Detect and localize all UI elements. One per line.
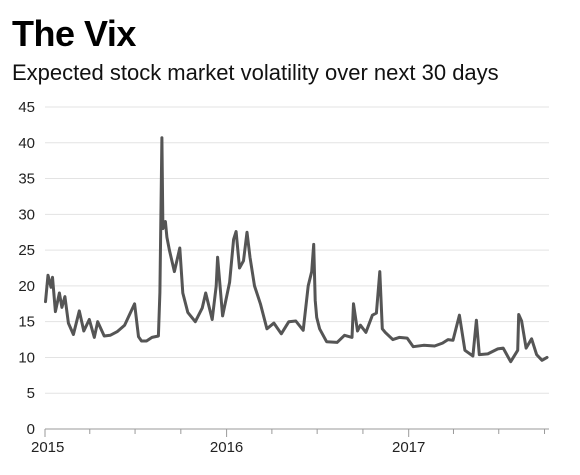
y-tick-label: 0 [27, 421, 35, 438]
y-tick-label: 5 [27, 385, 35, 402]
x-tick-label: 2017 [392, 439, 425, 456]
y-tick-label: 20 [18, 278, 35, 295]
y-axis-ticks: 0 5 10 15 20 25 30 35 40 45 [18, 99, 35, 438]
y-tick-label: 35 [18, 171, 35, 188]
y-tick-label: 40 [18, 135, 35, 152]
x-tick-label: 2015 [31, 439, 64, 456]
chart-title: The Vix [12, 13, 136, 54]
y-tick-label: 15 [18, 314, 35, 331]
x-axis: 2015 2016 2017 [31, 428, 549, 456]
y-tick-label: 25 [18, 242, 35, 259]
chart-subtitle: Expected stock market volatility over ne… [12, 60, 499, 85]
vix-series-line [44, 136, 549, 364]
y-tick-label: 30 [18, 206, 35, 223]
series-layer [44, 136, 549, 364]
y-tick-label: 10 [18, 349, 35, 366]
x-tick-label: 2016 [210, 439, 243, 456]
y-tick-label: 45 [18, 99, 35, 116]
